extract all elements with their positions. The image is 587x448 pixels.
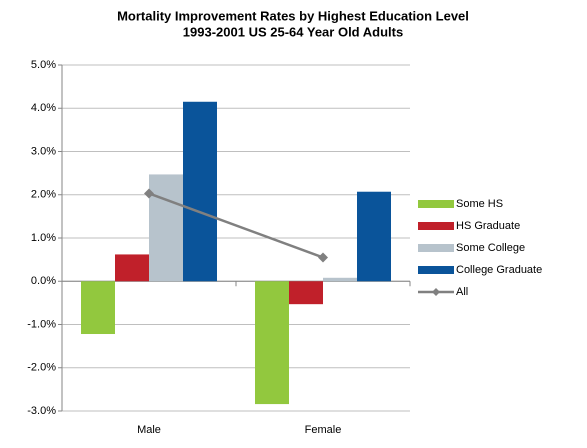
bar	[255, 281, 289, 405]
y-tick-label: -2.0%	[27, 362, 56, 374]
legend-swatch	[418, 222, 454, 230]
legend-swatch	[418, 266, 454, 274]
line-marker	[318, 252, 328, 263]
line-marker	[144, 188, 154, 199]
bar	[183, 101, 217, 282]
x-tick-label: Male	[137, 424, 161, 436]
bar	[357, 191, 391, 282]
legend-label: Some HS	[456, 198, 503, 210]
y-tick-label: 3.0%	[31, 145, 56, 157]
y-tick-label: 1.0%	[31, 232, 56, 244]
chart-subtitle: 1993-2001 US 25-64 Year Old Adults	[183, 24, 403, 39]
y-tick-label: 4.0%	[31, 102, 56, 114]
legend-marker	[432, 288, 440, 296]
bar	[323, 277, 357, 282]
chart-title: Mortality Improvement Rates by Highest E…	[117, 8, 469, 23]
y-tick-label: 2.0%	[31, 189, 56, 201]
y-tick-label: 5.0%	[31, 59, 56, 71]
legend-swatch	[418, 244, 454, 252]
y-tick-label: 0.0%	[31, 275, 56, 287]
bar	[81, 281, 115, 335]
bar	[115, 254, 149, 282]
y-tick-label: -1.0%	[27, 318, 56, 330]
bar	[149, 174, 183, 282]
legend-label: All	[456, 286, 468, 298]
legend-label: Some College	[456, 242, 525, 254]
legend-label: College Graduate	[456, 264, 542, 276]
line	[148, 192, 324, 259]
legend-label: HS Graduate	[456, 220, 520, 232]
bar	[289, 281, 323, 305]
legend-swatch	[418, 200, 454, 208]
y-tick-label: -3.0%	[27, 405, 56, 417]
x-tick-label: Female	[305, 424, 342, 436]
